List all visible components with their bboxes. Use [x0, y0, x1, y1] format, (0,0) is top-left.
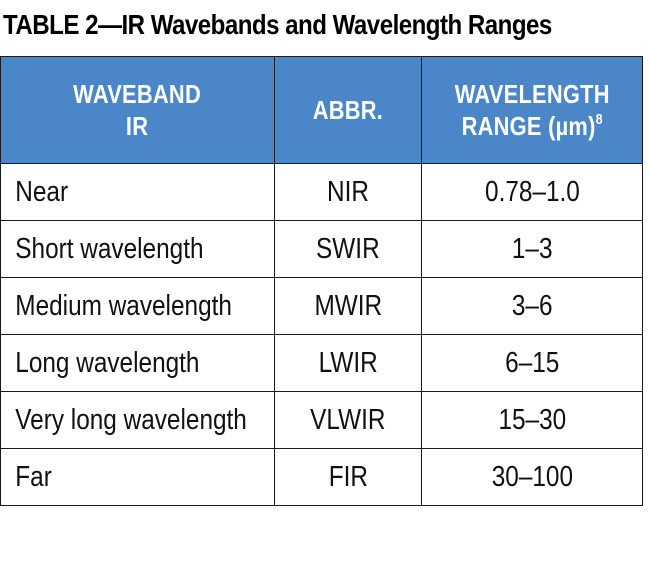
table-row: Near NIR 0.78–1.0: [0, 163, 643, 221]
cell-abbr: LWIR: [274, 334, 422, 392]
abbr-text: LWIR: [318, 346, 378, 379]
cell-waveband: Near: [0, 163, 275, 221]
table-row: Long wavelength LWIR 6–15: [0, 334, 643, 392]
range-text: 6–15: [504, 346, 560, 379]
abbr-text: SWIR: [316, 232, 380, 265]
cell-waveband: Far: [0, 448, 275, 506]
cell-abbr: VLWIR: [274, 391, 422, 449]
cell-range: 0.78–1.0: [421, 163, 643, 221]
cell-range: 6–15: [421, 334, 643, 392]
ir-wavebands-table: WAVEBAND IR ABBR. WAVELENGTH RANGE (µm)8…: [0, 56, 643, 506]
cell-waveband: Long wavelength: [0, 334, 275, 392]
table-row: Short wavelength SWIR 1–3: [0, 220, 643, 278]
table-row: Very long wavelength VLWIR 15–30: [0, 391, 643, 449]
header-waveband-line2: IR: [126, 111, 149, 141]
cell-range: 15–30: [421, 391, 643, 449]
range-text: 3–6: [511, 289, 553, 322]
range-text: 0.78–1.0: [484, 175, 580, 208]
abbr-text: NIR: [327, 175, 369, 208]
cell-range: 30–100: [421, 448, 643, 506]
cell-waveband: Medium wavelength: [0, 277, 275, 335]
abbr-text: FIR: [328, 460, 368, 493]
header-waveband-line1: WAVEBAND: [73, 79, 202, 109]
range-text: 1–3: [511, 232, 553, 265]
waveband-text: Far: [15, 460, 52, 493]
header-waveband: WAVEBAND IR: [0, 56, 275, 164]
waveband-text: Medium wavelength: [15, 289, 232, 322]
waveband-text: Very long wavelength: [15, 403, 247, 436]
header-abbr-label: ABBR.: [312, 95, 384, 125]
cell-waveband: Short wavelength: [0, 220, 275, 278]
table-header-row: WAVEBAND IR ABBR. WAVELENGTH RANGE (µm)8: [0, 56, 643, 164]
header-abbr: ABBR.: [274, 56, 422, 164]
cell-abbr: FIR: [274, 448, 422, 506]
waveband-text: Near: [15, 175, 69, 208]
abbr-text: MWIR: [314, 289, 382, 322]
range-text: 15–30: [498, 403, 566, 436]
cell-abbr: SWIR: [274, 220, 422, 278]
header-range-line2: RANGE (µm): [461, 111, 596, 141]
waveband-text: Short wavelength: [15, 232, 204, 265]
header-range: WAVELENGTH RANGE (µm)8: [421, 56, 643, 164]
cell-range: 3–6: [421, 277, 643, 335]
cell-waveband: Very long wavelength: [0, 391, 275, 449]
header-range-footnote: 8: [595, 111, 603, 128]
range-text: 30–100: [491, 460, 573, 493]
cell-abbr: NIR: [274, 163, 422, 221]
header-range-line1: WAVELENGTH: [454, 79, 610, 109]
table-title: TABLE 2—IR Wavebands and Wavelength Rang…: [3, 9, 552, 40]
table-row: Medium wavelength MWIR 3–6: [0, 277, 643, 335]
abbr-text: VLWIR: [310, 403, 386, 436]
table-row: Far FIR 30–100: [0, 448, 643, 506]
cell-range: 1–3: [421, 220, 643, 278]
waveband-text: Long wavelength: [15, 346, 200, 379]
cell-abbr: MWIR: [274, 277, 422, 335]
